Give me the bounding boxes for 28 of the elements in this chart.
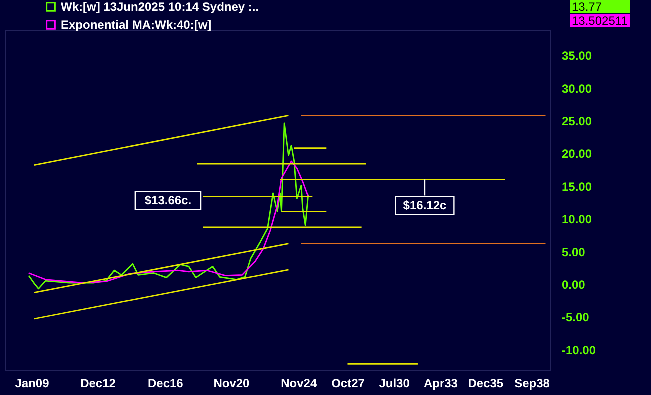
y-tick-label: 0.00 xyxy=(562,278,586,292)
x-tick-label: Nov20 xyxy=(214,376,250,390)
x-tick-label: Dec35 xyxy=(468,376,504,390)
x-tick-label: Sep38 xyxy=(514,376,550,390)
y-tick-label: 5.00 xyxy=(562,245,586,260)
x-tick-label: Nov24 xyxy=(281,376,318,390)
y-tick-label: -10.00 xyxy=(562,343,596,358)
legend-label: Exponential MA:Wk:40:[w] xyxy=(61,18,212,32)
legend-label: Wk:[w] 13Jun2025 10:14 Sydney :.. xyxy=(61,0,260,14)
line-series xyxy=(28,122,310,290)
x-tick-label: Oct27 xyxy=(332,376,366,390)
x-tick-label: Dec12 xyxy=(80,376,116,390)
annotation: $13.66c. xyxy=(144,194,192,208)
x-tick-label: Jan09 xyxy=(15,376,50,390)
text: 13.502511 xyxy=(572,14,628,28)
y-tick-label: 30.00 xyxy=(562,82,592,96)
y-tick-label: -5.00 xyxy=(562,310,590,325)
x-tick-label: Apr33 xyxy=(424,376,458,390)
y-tick-label: 15.00 xyxy=(562,180,592,194)
y-tick-label: 20.00 xyxy=(562,147,592,162)
x-tick-label: Dec16 xyxy=(148,376,184,390)
annotation: $16.12c xyxy=(403,198,447,213)
x-tick-label: Jul30 xyxy=(379,376,410,390)
y-tick-label: 35.00 xyxy=(562,49,592,64)
y-tick-label: 10.00 xyxy=(562,212,592,227)
y-tick-label: 25.00 xyxy=(562,114,592,129)
line-series xyxy=(28,160,310,284)
text: 13.77 xyxy=(572,0,602,14)
